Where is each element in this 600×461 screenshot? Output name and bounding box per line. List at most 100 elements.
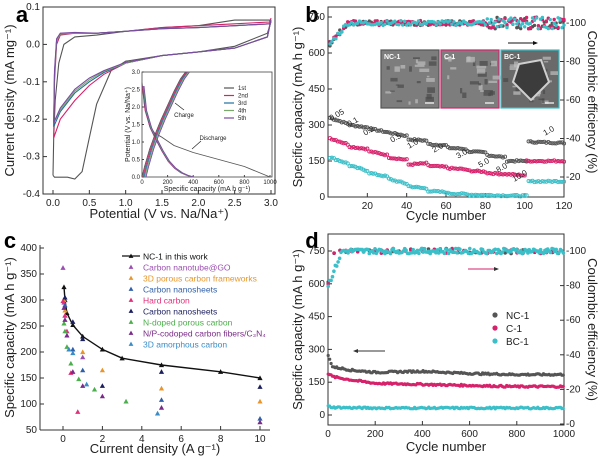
capacity-point-C-1 [528,159,533,164]
capacity-point-NC-1 [457,146,462,151]
capacity-point-C-1 [440,163,445,169]
data-point-0 [70,322,76,328]
sem-texture [386,66,390,70]
capacity-point-BC-1 [414,184,419,189]
capacity-point-NC-1 [473,149,478,154]
capacity-point-C-1 [394,157,399,162]
capacity-point-C-1 [538,158,543,164]
y-tick-label: 450 [308,84,325,95]
capacity-point-C-1 [388,156,393,161]
ce-point-BC-1 [397,23,401,27]
data-point-3 [80,367,86,373]
sem-texture [488,92,491,97]
capacity-point-NC-1 [516,159,521,164]
capacity-point-C-1 [561,384,565,388]
capacity-point-C-1 [522,173,527,178]
capacity-point-C-1 [382,153,388,158]
capacity-point-NC-1 [471,149,476,154]
capacity-point-BC-1 [556,180,561,185]
capacity-point-C-1 [434,163,439,168]
capacity-point-BC-1 [416,185,421,190]
capacity-point-BC-1 [536,179,541,184]
ce-point-BC-1 [503,20,507,25]
sem-texture [492,75,503,80]
capacity-point-NC-1 [418,138,423,143]
capacity-point-C-1 [508,172,513,177]
legend-label-BC-1: BC-1 [506,337,529,348]
ce-point-BC-1 [548,17,552,22]
capacity-point-BC-1 [400,180,405,185]
capacity-point-BC-1 [386,176,392,181]
sem-texture [545,68,548,72]
inset-y-tick-label: 2.0 [132,105,141,111]
ce-point-BC-1 [521,21,525,26]
ce-point-BC-1 [494,251,499,256]
capacity-point-BC-1 [381,174,386,179]
sem-texture [450,67,457,70]
ce-point-BC-1 [487,21,491,25]
y-axis-label: Specific capacity (mA h g⁻¹) [290,249,305,410]
y-right-tick-label: -40 [566,350,581,361]
ce-point-BC-1 [438,22,442,26]
capacity-point-C-1 [396,156,401,161]
panel-d-frame [327,233,565,426]
sem-texture [469,81,479,85]
ce-point-BC-1 [332,269,336,274]
ce-point-BC-1 [410,251,414,255]
rate-label: 1.0 [542,124,557,138]
sem-texture [394,66,400,72]
sem-texture [503,78,509,82]
capacity-point-BC-1 [355,166,360,171]
capacity-point-NC-1 [343,120,348,126]
ce-point-BC-1 [519,24,523,28]
data-point-3 [158,397,165,402]
data-point-5 [257,384,263,389]
capacity-point-C-1 [375,150,380,155]
legend-swatch-C-1 [492,325,498,331]
capacity-point-C-1 [428,164,433,169]
ce-point-C-1 [562,17,566,22]
legend-label: NC-1 in this work [143,252,208,262]
capacity-point-NC-1 [477,149,482,154]
ce-point-C-1 [334,34,338,38]
capacity-point-C-1 [561,159,567,164]
data-point-5 [80,336,86,342]
capacity-point-NC-1 [357,124,362,129]
legend-label: 3D amorphous carbon [143,340,227,350]
x-tick-label: 200 [367,429,384,440]
capacity-point-BC-1 [441,190,447,195]
capacity-point-C-1 [390,156,395,161]
capacity-point-NC-1 [430,142,435,148]
ce-point-C-1 [332,251,336,255]
ce-point-BC-1 [519,248,523,253]
capacity-point-BC-1 [508,193,513,198]
capacity-point-BC-1 [540,179,545,184]
y-right-tick-label: -100 [566,18,586,29]
data-point-6 [91,386,98,392]
y-tick-label: 300 [20,295,37,306]
legend-swatch [128,308,134,313]
ce-point-BC-1 [511,22,515,26]
capacity-point-C-1 [404,157,409,162]
capacity-point-BC-1 [457,192,462,197]
annotation-arrow-charge [174,102,185,111]
capacity-point-BC-1 [469,192,474,197]
ce-point-BC-1 [453,246,458,251]
capacity-point-C-1 [483,170,488,175]
capacity-point-NC-1 [394,132,399,137]
capacity-point-NC-1 [465,149,470,154]
capacity-point-NC-1 [398,132,403,137]
capacity-point-C-1 [347,145,352,150]
y-tick-label: 750 [308,12,325,23]
ce-point-BC-1 [435,248,440,252]
capacity-point-NC-1 [335,118,340,123]
capacity-point-BC-1 [343,160,348,165]
capacity-point-C-1 [512,172,517,177]
capacity-point-BC-1 [377,173,382,178]
y-tick-label: 300 [308,120,325,131]
y-tick-label: 150 [308,377,325,388]
capacity-point-C-1 [540,159,545,164]
data-point-7 [158,405,165,410]
data-point-8 [154,410,161,416]
capacity-point-C-1 [384,152,390,157]
